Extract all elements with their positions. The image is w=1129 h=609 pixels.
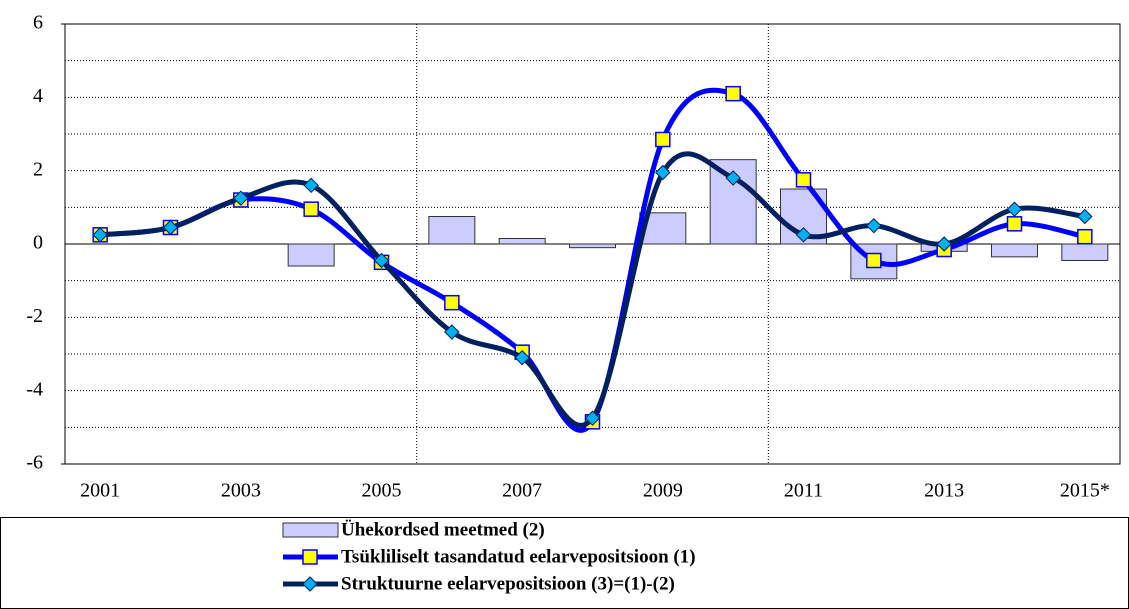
x-tick-label: 2013 bbox=[924, 480, 964, 502]
point-marker bbox=[584, 410, 601, 426]
x-tick-label: 2007 bbox=[502, 480, 542, 502]
point-marker bbox=[725, 170, 741, 186]
x-tick-label: 2003 bbox=[221, 480, 261, 502]
x-tick-label: 2001 bbox=[80, 480, 120, 502]
legend-marker bbox=[302, 576, 318, 592]
point-marker bbox=[1077, 208, 1093, 225]
y-tick-label: 0 bbox=[33, 232, 43, 254]
point-marker bbox=[303, 201, 319, 217]
bar bbox=[991, 243, 1038, 258]
point-marker bbox=[1077, 228, 1093, 245]
legend-swatch bbox=[282, 522, 339, 538]
point-marker bbox=[795, 172, 812, 188]
bar bbox=[1061, 243, 1109, 261]
point-marker bbox=[233, 190, 249, 206]
point-marker bbox=[725, 85, 741, 102]
point-marker bbox=[1006, 201, 1023, 217]
bar bbox=[428, 216, 476, 245]
bar bbox=[569, 243, 616, 249]
point-marker bbox=[866, 217, 882, 234]
point-marker bbox=[655, 164, 671, 181]
y-tick-label: -4 bbox=[26, 378, 43, 400]
point-marker bbox=[795, 227, 812, 243]
x-tick-label: 2005 bbox=[362, 480, 402, 502]
point-marker bbox=[1006, 216, 1023, 232]
legend-label: Ühekordsed meetmed (2) bbox=[341, 519, 545, 540]
y-tick-label: 2 bbox=[33, 158, 43, 180]
y-tick-label: 4 bbox=[33, 85, 43, 107]
legend-label: Tsükliliselt tasandatud eelarvepositsioo… bbox=[341, 546, 696, 567]
point-marker bbox=[373, 252, 390, 269]
point-marker bbox=[444, 324, 460, 340]
point-marker bbox=[655, 131, 671, 148]
point-marker bbox=[444, 294, 460, 311]
point-marker bbox=[936, 236, 952, 252]
bar bbox=[498, 238, 546, 245]
x-tick-label: 2009 bbox=[643, 480, 683, 502]
legend-box bbox=[0, 517, 1129, 609]
x-tick-label: 2015* bbox=[1060, 480, 1110, 502]
point-marker bbox=[92, 227, 108, 243]
legend-label: Struktuurne eelarvepositsioon (3)=(1)-(2… bbox=[341, 573, 675, 594]
x-tick-label: 2011 bbox=[784, 480, 823, 502]
point-marker bbox=[866, 252, 882, 269]
point-marker bbox=[514, 349, 530, 366]
point-marker bbox=[162, 219, 179, 236]
point-marker bbox=[303, 177, 319, 194]
series-line bbox=[99, 151, 1086, 428]
y-tick-label: -2 bbox=[26, 305, 43, 327]
y-tick-label: -6 bbox=[26, 452, 43, 474]
y-tick-label: 6 bbox=[33, 12, 43, 34]
legend-marker bbox=[302, 549, 318, 565]
bar bbox=[287, 243, 335, 267]
